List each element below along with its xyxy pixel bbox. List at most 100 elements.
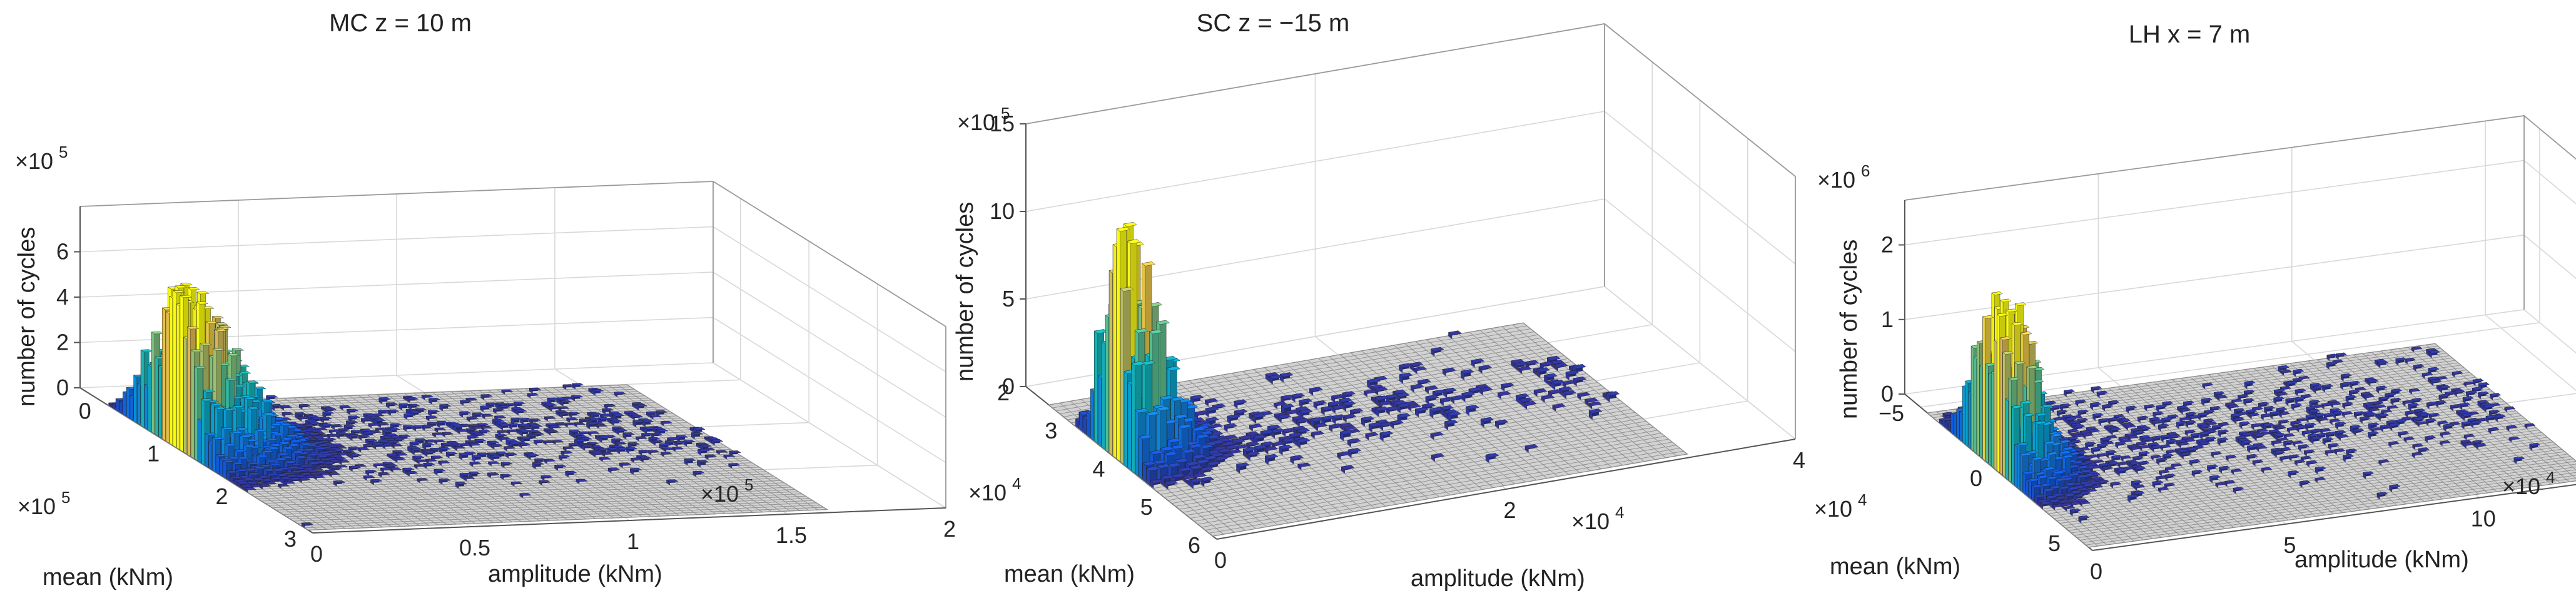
histogram-bar (2279, 455, 2291, 463)
histogram-bar (2107, 461, 2120, 469)
y-axis-line (312, 507, 946, 534)
histogram-bar (2268, 429, 2281, 436)
histogram-bar (2224, 480, 2236, 487)
bin-line (301, 504, 820, 526)
histogram-bar (2348, 389, 2360, 397)
histogram-bar (1552, 403, 1566, 412)
histogram-bar (646, 411, 659, 417)
histogram-bar (1365, 432, 1379, 440)
histogram-bar (1524, 444, 1539, 453)
histogram-bar (452, 425, 465, 432)
histogram-bar (2068, 420, 2080, 427)
histogram-bar (1280, 403, 1295, 415)
histogram-bar (2295, 388, 2306, 397)
y-exponent: ×10 4 (1571, 503, 1624, 534)
histogram-bar (2164, 482, 2176, 490)
histogram-bar (2125, 424, 2137, 430)
histogram-bar (2388, 441, 2400, 448)
histogram-bar (2483, 404, 2495, 413)
histogram-bar (2426, 401, 2438, 409)
x-tick-label: −5 (1879, 400, 1904, 426)
histogram-bar (2416, 421, 2428, 427)
histogram-bar (2377, 360, 2389, 368)
histogram-bar (1236, 462, 1250, 474)
histogram-bar (2179, 407, 2191, 415)
histogram-bar (2116, 468, 2128, 477)
bin-line (2025, 425, 2533, 495)
histogram-bar (2472, 378, 2484, 386)
histogram-bar (456, 429, 469, 434)
histogram-bar (432, 432, 445, 438)
bin-line (1172, 421, 1646, 504)
histogram-bar (1249, 423, 1263, 432)
histogram-bar (1296, 418, 1310, 427)
bin-line (2042, 439, 2551, 510)
bin-line (2031, 430, 2539, 500)
histogram-bar (2403, 437, 2415, 443)
histogram-bar (333, 480, 346, 487)
histogram-bar (501, 389, 514, 395)
z-tick-label: 0 (56, 375, 69, 400)
histogram-bar (576, 479, 588, 484)
bin-line (2190, 377, 2352, 512)
histogram-bar (2118, 436, 2130, 443)
y-tick-label: 0 (310, 541, 323, 567)
bin-line (1296, 362, 1461, 494)
histogram-bar (1269, 374, 1283, 385)
bin-line (367, 395, 568, 520)
histogram-bar (616, 447, 629, 454)
histogram-bar (2513, 456, 2525, 464)
histogram-bar (2301, 430, 2313, 437)
histogram-bar (649, 415, 662, 420)
histogram-bar (2077, 417, 2089, 426)
histogram-bar (1204, 398, 1219, 407)
histogram-bar (2111, 455, 2123, 464)
histogram-bar (1274, 412, 1288, 420)
bin-line (589, 386, 791, 512)
histogram-bar (559, 400, 572, 407)
histogram-bar (666, 437, 679, 443)
histogram-bar (558, 455, 571, 461)
histogram-bar (2239, 421, 2251, 429)
histogram-bar (503, 446, 516, 452)
x-tick-label: 2 (997, 380, 1010, 405)
histogram-bar (1444, 419, 1458, 430)
bin-line (1175, 423, 1650, 507)
histogram-bar (480, 394, 493, 400)
histogram-bar (2504, 406, 2516, 412)
bin-line (534, 388, 735, 514)
histogram-bar (1164, 480, 1179, 490)
histogram-bar (1413, 366, 1427, 374)
histogram-bar (2098, 479, 2110, 487)
bin-line (1361, 350, 1526, 482)
histogram-bar (2428, 412, 2440, 420)
histogram-bar (1494, 419, 1509, 429)
histogram-bar (1541, 394, 1555, 403)
histogram-bar (459, 453, 471, 460)
histogram-bar (595, 423, 608, 429)
histogram-bar (1331, 394, 1345, 403)
y-exponent-power: 4 (2546, 468, 2555, 487)
bin-line (2317, 359, 2479, 495)
histogram-bar (2463, 381, 2475, 387)
histogram-bar (498, 437, 511, 442)
bin-line (2062, 456, 2571, 526)
histogram-bar (570, 395, 584, 402)
histogram-bar (415, 459, 428, 464)
bin-line (1285, 363, 1451, 495)
histogram-bar (2110, 482, 2122, 489)
histogram-bar (505, 452, 517, 459)
histogram-bar (599, 457, 612, 462)
histogram-bar (2329, 418, 2341, 425)
box-edge (1025, 23, 1796, 177)
histogram-bar (280, 477, 292, 484)
histogram-bar (630, 457, 643, 463)
histogram-bar (416, 478, 429, 484)
bin-line (552, 387, 754, 513)
bin-line (1212, 454, 1688, 537)
histogram-bar (647, 450, 660, 455)
histogram-bar (2428, 367, 2440, 375)
histogram-bar (1525, 360, 1539, 370)
histogram-bar (2411, 452, 2423, 459)
histogram-bar (2090, 402, 2102, 410)
